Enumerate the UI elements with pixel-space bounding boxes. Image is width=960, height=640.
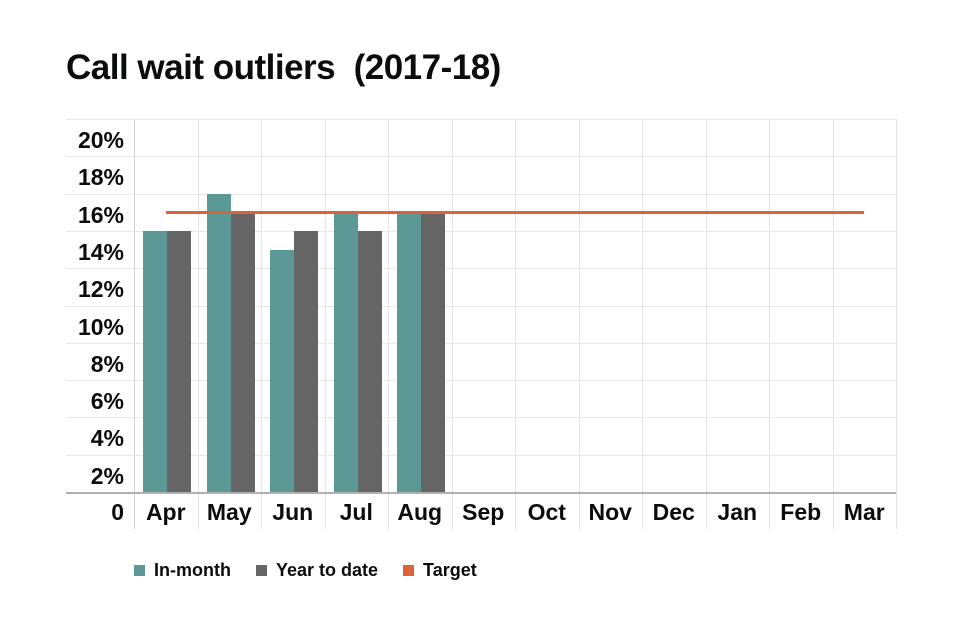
x-axis-label-jun: Jun <box>272 499 314 525</box>
gridline-v <box>451 119 453 529</box>
x-axis-label-apr: Apr <box>145 499 186 525</box>
bar-in-month-aug <box>397 212 421 492</box>
bar-year-to-date-jul <box>357 230 382 492</box>
bar-in-month-jul <box>333 212 358 492</box>
y-axis-label-10: 10% <box>77 313 124 340</box>
bar-in-month-jun <box>270 249 294 492</box>
x-axis-label-dec: Dec <box>652 499 695 525</box>
y-axis-label-12: 12% <box>77 276 124 303</box>
legend-swatch-target <box>403 565 415 576</box>
x-axis-label-aug: Aug <box>397 499 443 525</box>
y-axis-label-16: 16% <box>77 201 124 228</box>
gridline-h <box>66 380 896 382</box>
bar-year-to-date-may <box>230 212 255 492</box>
legend: In-month Year to date Target <box>134 560 502 581</box>
gridline-v <box>197 119 199 529</box>
gridline-h <box>66 268 896 270</box>
x-axis-label-jul: Jul <box>339 499 373 525</box>
gridline-v <box>705 119 707 529</box>
legend-label-year-to-date: Year to date <box>275 560 379 580</box>
legend-item-in-month: In-month <box>134 560 231 581</box>
bar-in-month-apr <box>143 230 167 492</box>
bar-year-to-date-aug <box>421 212 445 492</box>
y-axis-label-0: 0 <box>111 499 124 525</box>
x-axis-label-oct: Oct <box>527 499 566 525</box>
x-axis-label-sep: Sep <box>462 499 505 525</box>
legend-swatch-year-to-date <box>255 565 267 576</box>
legend-label-target: Target <box>423 560 477 580</box>
x-axis-label-nov: Nov <box>588 499 632 525</box>
y-axis-label-2: 2% <box>90 462 124 489</box>
gridline-v <box>578 119 580 529</box>
gridline-v <box>896 119 897 529</box>
y-axis-label-14: 14% <box>77 238 124 265</box>
y-axis-label-6: 6% <box>90 388 124 415</box>
legend-swatch-in-month <box>134 565 145 576</box>
y-axis-line <box>134 119 135 529</box>
x-axis-label-may: May <box>206 499 252 525</box>
y-axis-label-4: 4% <box>90 425 124 452</box>
gridline-v <box>642 119 643 529</box>
gridline-h <box>66 417 896 419</box>
x-axis-label-mar: Mar <box>843 499 885 525</box>
y-axis-label-20: 20% <box>77 127 124 153</box>
gridline-h <box>66 342 896 344</box>
x-axis-label-jan: Jan <box>717 499 758 525</box>
x-axis-line <box>66 492 896 494</box>
legend-label-in-month: In-month <box>154 560 231 580</box>
bar-year-to-date-apr <box>167 230 191 492</box>
target-line <box>165 210 865 214</box>
gridline-h <box>66 193 896 195</box>
gridline-h <box>66 119 896 120</box>
gridline-h <box>66 454 896 456</box>
gridline-v <box>769 119 770 529</box>
gridline-v <box>388 119 389 529</box>
gridline-h <box>66 156 896 158</box>
gridline-h <box>66 305 896 307</box>
y-axis-label-8: 8% <box>90 350 124 377</box>
y-axis-label-18: 18% <box>77 164 124 191</box>
legend-item-target: Target <box>403 560 477 581</box>
legend-item-year-to-date: Year to date <box>255 560 379 581</box>
gridline-v <box>261 119 262 529</box>
gridline-v <box>515 119 516 529</box>
x-axis-label-feb: Feb <box>780 499 822 525</box>
gridline-v <box>324 119 326 529</box>
gridline-h <box>66 230 896 232</box>
bar-in-month-may <box>206 193 231 492</box>
chart-title: Call wait outliers (2017-18) <box>66 48 501 87</box>
gridline-v <box>832 119 834 529</box>
bar-year-to-date-jun <box>294 230 318 492</box>
